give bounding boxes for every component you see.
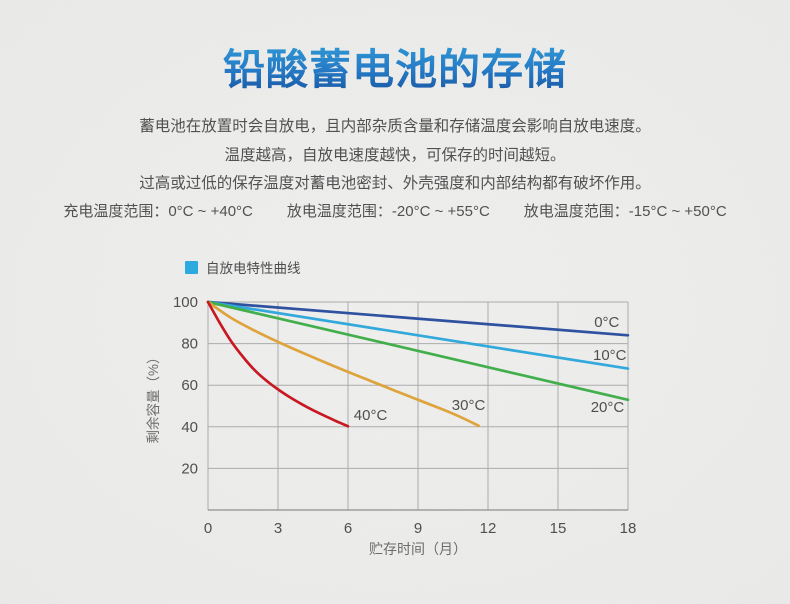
y-tick-label: 100 — [173, 294, 198, 311]
discharge-temp-range-1: 放电温度范围：-20°C ~ +55°C — [286, 203, 490, 220]
page-title: 铅酸蓄电池的存储 — [0, 36, 790, 97]
charge-temp-range: 充电温度范围：0°C ~ +40°C — [63, 203, 253, 220]
series-label-10°C: 10°C — [593, 347, 627, 364]
series-label-30°C: 30°C — [452, 397, 486, 414]
x-tick-label: 0 — [204, 520, 212, 537]
y-axis-title: 剩余容量（%） — [145, 350, 161, 443]
y-tick-label: 80 — [181, 336, 198, 353]
x-axis-title: 贮存时间（月） — [369, 541, 467, 557]
x-tick-label: 6 — [344, 520, 352, 537]
y-tick-label: 60 — [181, 377, 198, 394]
legend-color-swatch — [185, 260, 198, 274]
x-tick-label: 12 — [480, 520, 497, 537]
self-discharge-chart: 20 40 60 80 100 0 3 6 9 12 15 18 贮存时间（月） 剩余容量（%） 0°C 10… — [140, 290, 680, 570]
legend-label: 自放电特性曲线 — [206, 261, 301, 276]
description-line-3: 过高或过低的保存温度对蓄电池密封、外壳强度和内部结构都有破坏作用。 — [139, 175, 651, 192]
chart-legend: 自放电特性曲线 — [185, 257, 301, 277]
x-tick-label: 3 — [274, 520, 282, 537]
description-line-2: 温度越高，自放电速度越快，可保存的时间越短。 — [224, 146, 566, 164]
x-tick-label: 18 — [620, 520, 637, 537]
series-label-0°C: 0°C — [594, 314, 619, 331]
y-tick-label: 20 — [181, 460, 198, 477]
description-block: 蓄电池在放置时会自放电，且内部杂质含量和存储温度会影响自放电速度。 温度越高，自… — [0, 113, 790, 199]
x-tick-label: 15 — [550, 520, 567, 537]
temperature-ranges: 充电温度范围：0°C ~ +40°C 放电温度范围：-20°C ~ +55°C … — [0, 200, 790, 221]
chart-svg: 20 40 60 80 100 0 3 6 9 12 15 18 贮存时间（月） 剩余容量（%） 0°C 10… — [145, 294, 637, 557]
series-label-40°C: 40°C — [354, 407, 388, 424]
x-tick-label: 9 — [414, 520, 422, 537]
discharge-temp-range-2: 放电温度范围：-15°C ~ +50°C — [523, 203, 727, 220]
description-line-1: 蓄电池在放置时会自放电，且内部杂质含量和存储温度会影响自放电速度。 — [139, 118, 651, 135]
series-label-20°C: 20°C — [591, 399, 625, 416]
y-tick-label: 40 — [181, 419, 198, 436]
